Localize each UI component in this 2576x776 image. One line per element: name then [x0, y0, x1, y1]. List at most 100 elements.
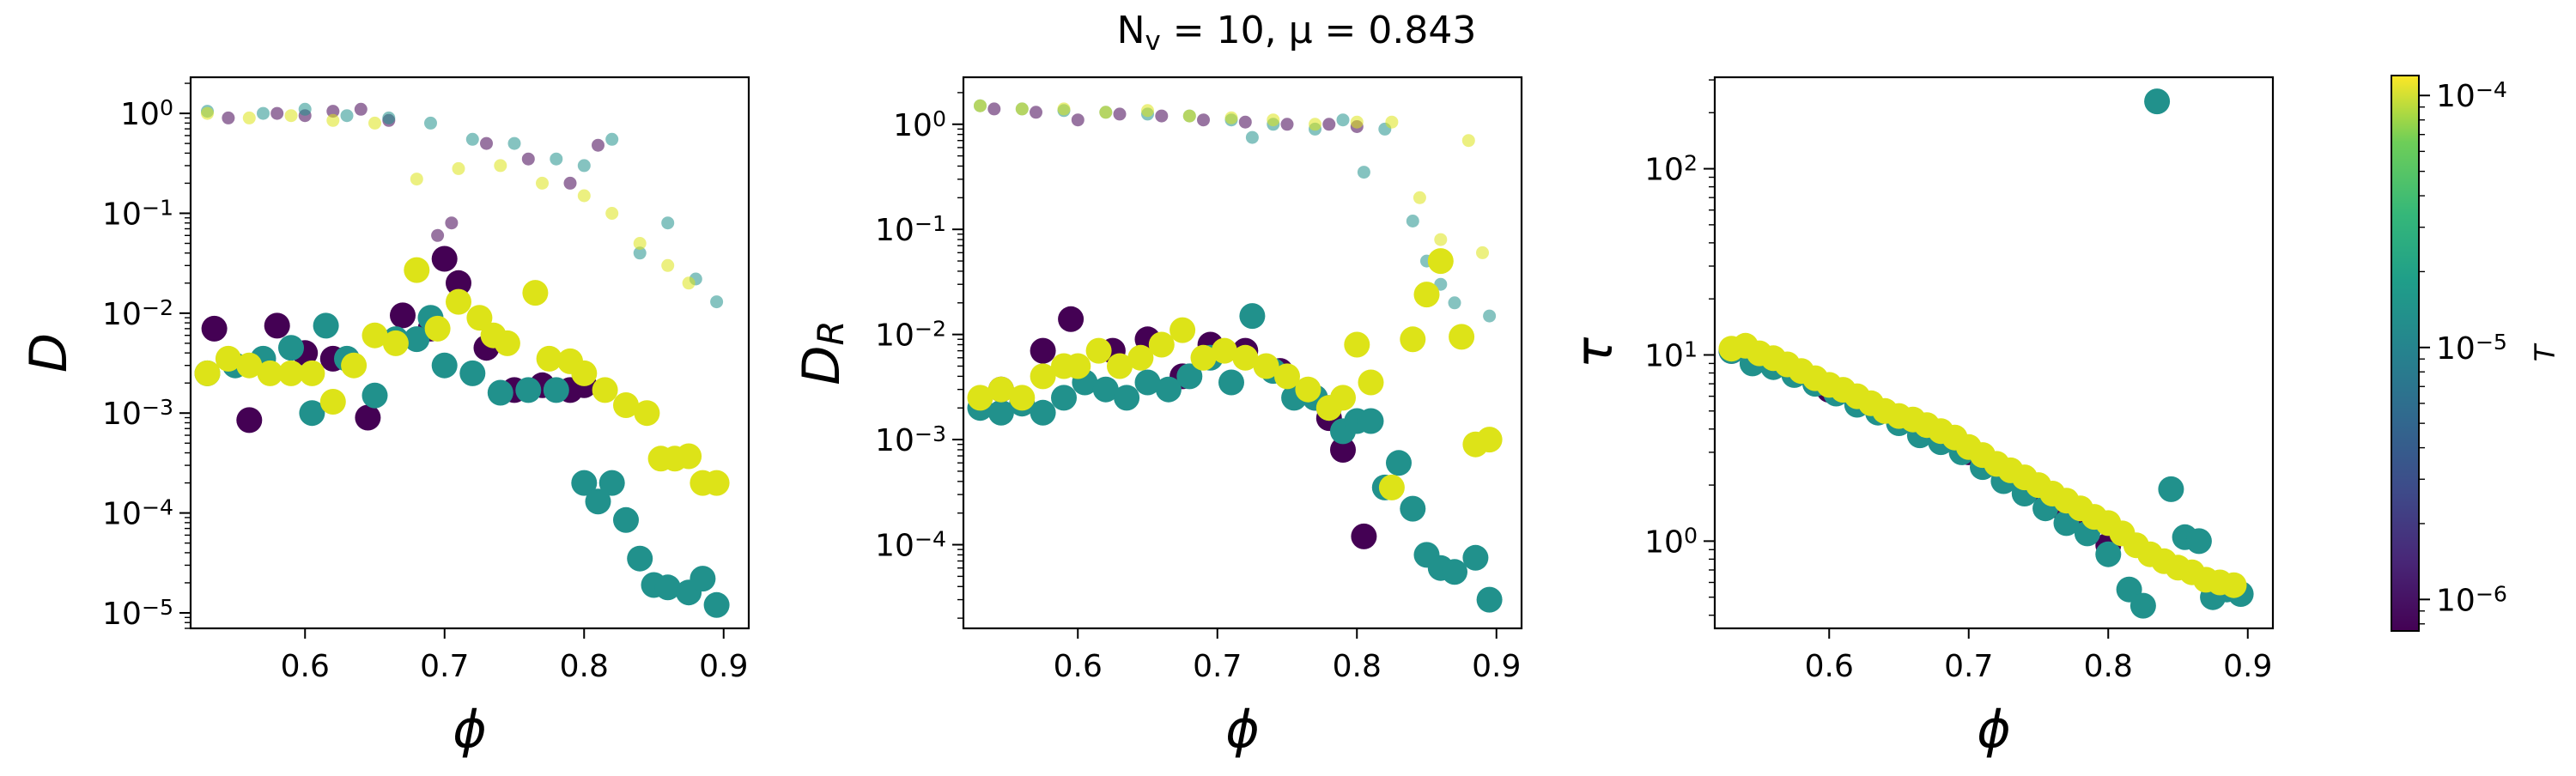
data-point: [1476, 427, 1503, 453]
y-tick-label: 10−4​: [875, 526, 946, 563]
data-point: [654, 574, 681, 601]
y-tick-label: 10−2​: [875, 316, 946, 353]
data-point: [592, 377, 618, 403]
data-point: [563, 176, 577, 190]
axes-frame: [962, 76, 1523, 630]
data-point: [1141, 104, 1154, 118]
data-point: [1461, 134, 1475, 148]
data-point: [536, 345, 562, 372]
y-tick-label: 101​: [1644, 336, 1698, 373]
data-point: [613, 506, 639, 533]
data-point: [278, 360, 304, 386]
data-point: [340, 109, 354, 123]
data-point: [703, 591, 730, 618]
data-point: [1413, 191, 1426, 204]
data-point: [1322, 118, 1336, 131]
colorbar-tick-label: 10−6​: [2436, 581, 2507, 618]
data-point: [1336, 113, 1350, 127]
data-point: [299, 400, 325, 427]
data-point: [1218, 369, 1244, 396]
data-point: [459, 360, 486, 386]
y-tick-label: 10−1​: [875, 211, 946, 248]
data-point: [278, 335, 304, 361]
data-point: [201, 106, 214, 120]
data-point: [690, 566, 716, 592]
data-point: [242, 111, 256, 124]
x-tick-label: 0.7: [1193, 649, 1242, 684]
data-point: [354, 102, 368, 116]
data-point: [431, 246, 458, 272]
data-point: [446, 288, 471, 315]
data-point: [2158, 476, 2184, 502]
data-point: [313, 312, 339, 339]
data-point: [236, 352, 263, 379]
data-point: [494, 330, 520, 356]
data-point: [1462, 544, 1489, 571]
x-tick-label: 0.9: [1472, 649, 1521, 684]
x-tick-label: 0.8: [1333, 649, 1382, 684]
data-point: [1483, 309, 1497, 323]
data-point: [605, 132, 619, 146]
data-point: [577, 189, 591, 203]
data-point: [1245, 130, 1259, 144]
data-point: [1476, 246, 1489, 259]
data-point: [1442, 559, 1467, 585]
data-point: [1057, 102, 1071, 116]
data-point: [661, 216, 675, 230]
data-point: [404, 326, 430, 353]
data-point: [298, 102, 312, 116]
x-tick-label: 0.6: [1805, 649, 1854, 684]
y-axis-label: τ: [1564, 336, 1625, 368]
points: [194, 102, 730, 618]
data-point: [515, 377, 542, 403]
data-point: [257, 360, 283, 386]
data-point: [634, 400, 660, 427]
data-point: [1406, 215, 1419, 227]
data-point: [1099, 106, 1113, 119]
data-point: [605, 207, 619, 220]
data-point: [703, 470, 730, 496]
colorbar-tick-label: 10−5​: [2436, 330, 2507, 367]
data-point: [446, 270, 471, 296]
data-point: [2129, 592, 2156, 619]
data-point: [1211, 337, 1237, 364]
x-tick-label: 0.9: [699, 649, 748, 684]
data-point: [341, 352, 368, 379]
data-point: [987, 399, 1014, 426]
y-tick-label: 100​: [1644, 523, 1698, 560]
data-point: [577, 159, 591, 173]
data-point: [1190, 344, 1217, 371]
x-axis-label: ϕ: [453, 700, 487, 760]
data-point: [1030, 399, 1056, 426]
y-tick-label: 10−4​: [102, 494, 173, 531]
data-point: [1239, 303, 1266, 330]
data-point: [1092, 376, 1119, 403]
data-point: [410, 173, 423, 186]
data-point: [1071, 113, 1084, 127]
data-point: [1309, 118, 1321, 131]
panel-1: 0.6 0.7 0.8 0.9 10−5​ 10−4​ 10−3​ 10−2​ 10−1​ 100…: [19, 76, 750, 760]
data-point: [382, 111, 396, 124]
data-point: [2185, 528, 2212, 555]
data-point: [1400, 495, 1426, 522]
x-tick-label: 0.6: [281, 649, 330, 684]
x-tick-label: 0.7: [420, 649, 469, 684]
x-tick-label: 0.9: [2223, 649, 2272, 684]
data-point: [480, 136, 493, 150]
y-tick-label: 10−2​: [102, 295, 173, 332]
y-tick-label: 100​: [893, 106, 946, 143]
data-point: [1385, 115, 1399, 129]
data-point: [2144, 88, 2171, 115]
data-point: [368, 116, 381, 130]
data-point: [507, 136, 521, 150]
data-point: [1274, 363, 1300, 390]
colorbar-label: T: [2529, 343, 2561, 361]
data-point: [543, 377, 569, 403]
data-point: [1400, 326, 1426, 353]
data-point: [494, 159, 507, 173]
data-point: [382, 330, 409, 356]
data-point: [1413, 282, 1440, 308]
data-point: [974, 99, 987, 112]
data-point: [1434, 233, 1448, 246]
